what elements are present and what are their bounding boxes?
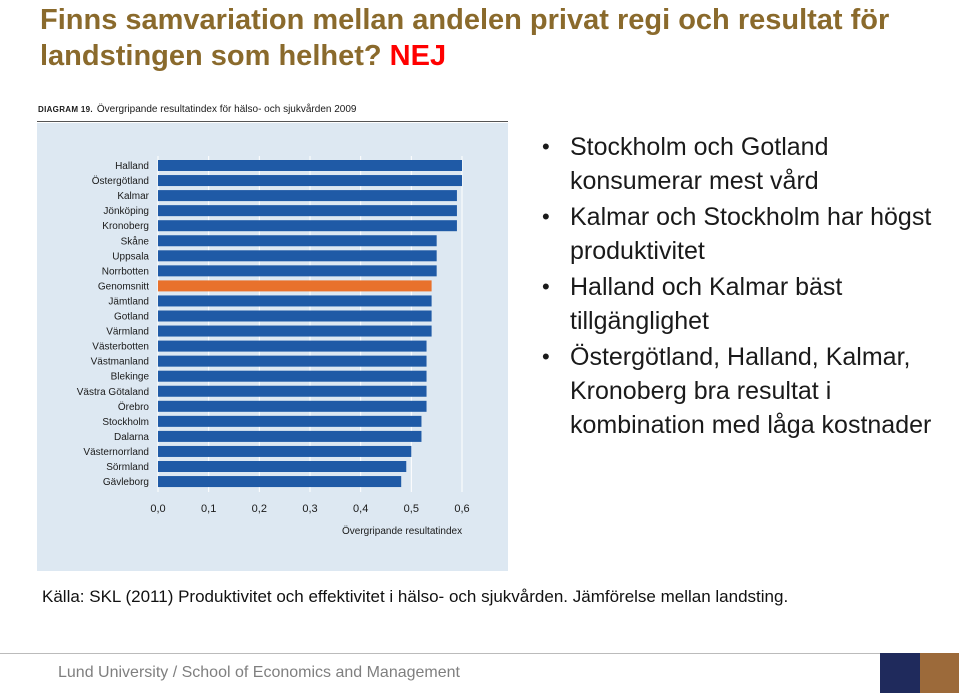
category-label-20: Sörmland <box>106 462 149 473</box>
x-tick-label-1: 0,1 <box>201 503 216 515</box>
bullet-item: • Halland och Kalmar bäst tillgänglighet <box>540 270 940 338</box>
bar-7 <box>158 265 437 277</box>
bar-10 <box>158 310 432 322</box>
category-label-21: Gävleborg <box>103 477 149 488</box>
footer-logo-block-brown <box>920 653 959 693</box>
title-main: Finns samvariation mellan andelen privat… <box>40 4 890 72</box>
category-label-12: Västerbotten <box>92 342 149 353</box>
bar-14 <box>158 370 427 382</box>
category-label-14: Blekinge <box>111 372 150 383</box>
bullet-item: • Östergötland, Halland, Kalmar, Kronober… <box>540 340 940 442</box>
x-tick-label-0: 0,0 <box>150 503 165 515</box>
bar-1 <box>158 175 462 187</box>
category-label-8: Genomsnitt <box>98 281 149 292</box>
bar-4 <box>158 220 457 232</box>
category-label-6: Uppsala <box>112 251 149 262</box>
bar-3 <box>158 205 457 217</box>
chart-caption-rule <box>37 121 508 122</box>
x-tick-label-3: 0,3 <box>302 503 317 515</box>
bar-13 <box>158 355 427 367</box>
bar-15 <box>158 385 427 397</box>
bullet-text: Östergötland, Halland, Kalmar, Kronoberg… <box>570 343 932 439</box>
bar-9 <box>158 295 432 307</box>
footer-logo-block-navy <box>880 653 920 693</box>
slide-title: Finns samvariation mellan andelen privat… <box>40 2 940 74</box>
bullet-item: • Stockholm och Gotland konsumerar mest v… <box>540 130 940 198</box>
x-tick-label-2: 0,2 <box>252 503 267 515</box>
source-citation: Källa: SKL (2011) Produktivitet och effe… <box>42 587 789 606</box>
x-axis-label: Övergripande resultatindex <box>342 525 462 537</box>
chart-caption-label: DIAGRAM 19. <box>38 105 93 114</box>
title-answer: NEJ <box>389 40 447 72</box>
category-label-10: Gotland <box>114 312 149 323</box>
bullet-dot-icon: • <box>542 344 550 369</box>
bullet-dot-icon: • <box>542 274 550 299</box>
bar-5 <box>158 235 437 247</box>
bar-6 <box>158 250 437 262</box>
category-label-7: Norrbotten <box>102 266 149 277</box>
category-label-11: Värmland <box>106 327 149 338</box>
bar-11 <box>158 325 432 337</box>
bar-18 <box>158 430 422 442</box>
bullet-text: Halland och Kalmar bäst tillgänglighet <box>570 273 843 335</box>
chart-caption: DIAGRAM 19. Övergripande resultatindex fö… <box>38 104 356 115</box>
bar-16 <box>158 400 427 412</box>
bar-21 <box>158 476 402 488</box>
bar-8 <box>158 280 432 292</box>
bar-12 <box>158 340 427 352</box>
bar-0 <box>158 160 462 171</box>
bullet-text: Kalmar och Stockholm har högst produktiv… <box>570 203 932 265</box>
x-tick-label-6: 0,6 <box>454 503 469 515</box>
category-label-5: Skåne <box>121 235 150 247</box>
chart-caption-text: Övergripande resultatindex för hälso- oc… <box>96 104 357 115</box>
footer-divider <box>0 653 959 654</box>
category-label-0: Halland <box>115 161 149 172</box>
bar-20 <box>158 461 407 472</box>
category-label-4: Kronoberg <box>102 221 149 232</box>
bar-17 <box>158 415 422 427</box>
category-label-16: Örebro <box>118 401 150 413</box>
x-tick-label-5: 0,5 <box>404 503 419 515</box>
category-label-1: Östergötland <box>92 175 149 187</box>
bullet-dot-icon: • <box>542 134 550 159</box>
x-tick-label-4: 0,4 <box>353 503 368 515</box>
category-label-18: Dalarna <box>114 432 149 443</box>
category-label-15: Västra Götaland <box>77 387 149 398</box>
bar-19 <box>158 445 412 457</box>
bar-2 <box>158 190 457 202</box>
category-label-13: Västmanland <box>91 357 149 368</box>
bullet-text: Stockholm och Gotland konsumerar mest vå… <box>570 133 829 195</box>
category-label-2: Kalmar <box>117 191 149 202</box>
category-label-19: Västernorrland <box>83 447 149 458</box>
bullet-item: • Kalmar och Stockholm har högst produkti… <box>540 200 940 268</box>
footer-institution: Lund University / School of Economics an… <box>58 664 460 681</box>
bar-chart: Halland Östergötland Kalmar Jönköping Kronob… <box>77 156 470 537</box>
bullet-dot-icon: • <box>542 204 550 229</box>
bullet-list: • Stockholm och Gotland konsumerar mest v… <box>540 130 940 444</box>
category-label-3: Jönköping <box>103 206 149 217</box>
category-label-17: Stockholm <box>102 417 149 428</box>
category-label-9: Jämtland <box>108 296 149 307</box>
